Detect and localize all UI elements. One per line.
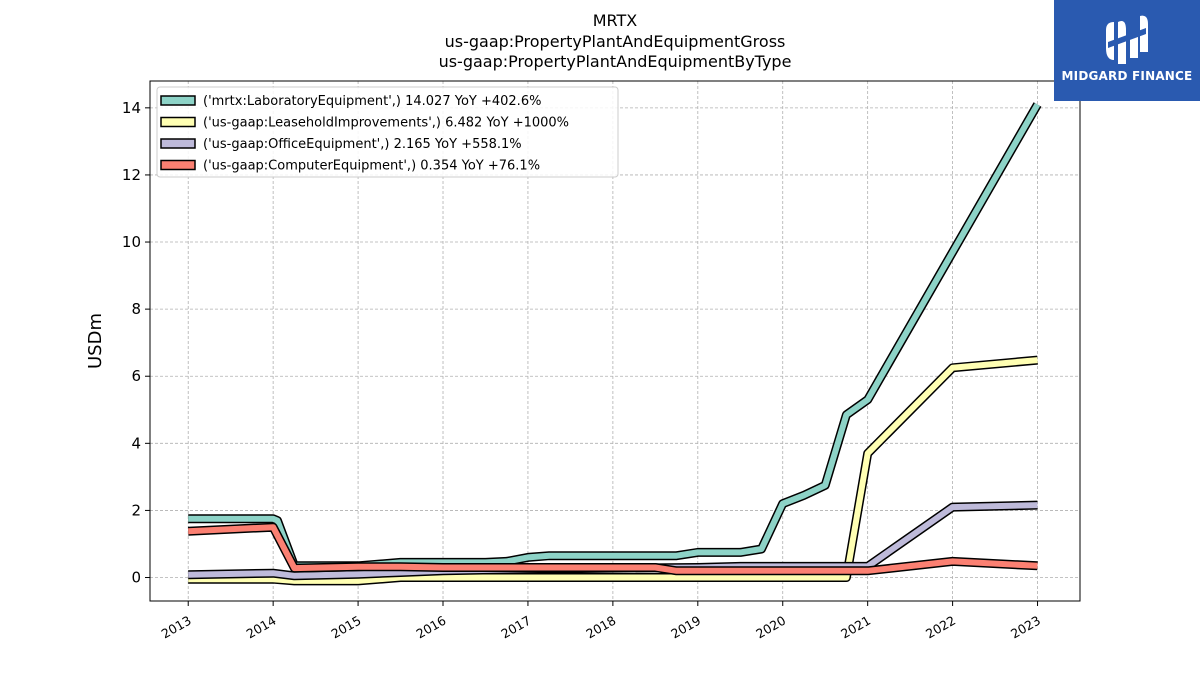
y-tick-label: 8: [131, 300, 141, 318]
x-tick-label: 2023: [1008, 613, 1043, 642]
x-tick-label: 2016: [413, 613, 448, 642]
chart-title-line-2: us-gaap:PropertyPlantAndEquipmentGross: [444, 32, 786, 51]
y-tick-label: 12: [122, 166, 141, 184]
legend-swatch: [160, 159, 196, 171]
legend-entry-label: ('mrtx:LaboratoryEquipment',) 14.027 YoY…: [203, 94, 541, 109]
x-tick-label: 2019: [668, 613, 703, 642]
x-axis: 2013 2014 2015 2016 2017 2018 2019 2020 2021 2022…: [159, 601, 1043, 642]
legend-entry-label: ('us-gaap:ComputerEquipment',) 0.354 YoY…: [203, 159, 540, 174]
legend-entry-label: ('us-gaap:LeaseholdImprovements',) 6.482…: [203, 116, 569, 131]
x-tick-label: 2021: [838, 613, 873, 642]
x-tick-label: 2014: [244, 613, 279, 642]
series-line: [188, 357, 1038, 584]
legend-swatch: [160, 138, 196, 149]
chart-title-line-1: MRTX: [592, 11, 638, 30]
x-tick-label: 2022: [923, 613, 958, 642]
y-tick-label: 10: [122, 233, 141, 251]
midgard-logo-icon: [1106, 15, 1148, 64]
legend: ('mrtx:LaboratoryEquipment',) 14.027 YoY…: [156, 86, 619, 178]
x-tick-label: 2015: [329, 613, 364, 642]
x-tick-label: 2017: [498, 613, 533, 642]
y-axis: 0 2 4 6 8 10 12 14: [122, 99, 150, 587]
y-tick-label: 6: [131, 367, 141, 385]
x-tick-label: 2018: [583, 613, 618, 642]
midgard-finance-logo: MIDGARD FINANCE: [1054, 0, 1200, 101]
y-tick-label: 0: [131, 569, 141, 587]
y-tick-label: 14: [122, 99, 141, 117]
x-tick-label: 2013: [159, 613, 194, 642]
chart-title-line-3: us-gaap:PropertyPlantAndEquipmentByType: [438, 52, 792, 71]
legend-swatch: [160, 116, 196, 128]
series-line: [188, 524, 1038, 574]
plot-area-frame: [149, 80, 1081, 602]
y-axis-label: USDm: [85, 313, 106, 369]
logo-text: MIDGARD FINANCE: [1061, 69, 1193, 83]
series-lines: [187, 102, 1042, 586]
y-tick-label: 4: [131, 434, 141, 452]
legend-box: [156, 86, 619, 178]
x-tick-label: 2020: [753, 613, 788, 642]
legend-entry-label: ('us-gaap:OfficeEquipment',) 2.165 YoY +…: [203, 137, 522, 152]
legend-swatch: [160, 95, 196, 106]
y-tick-label: 2: [131, 501, 141, 519]
